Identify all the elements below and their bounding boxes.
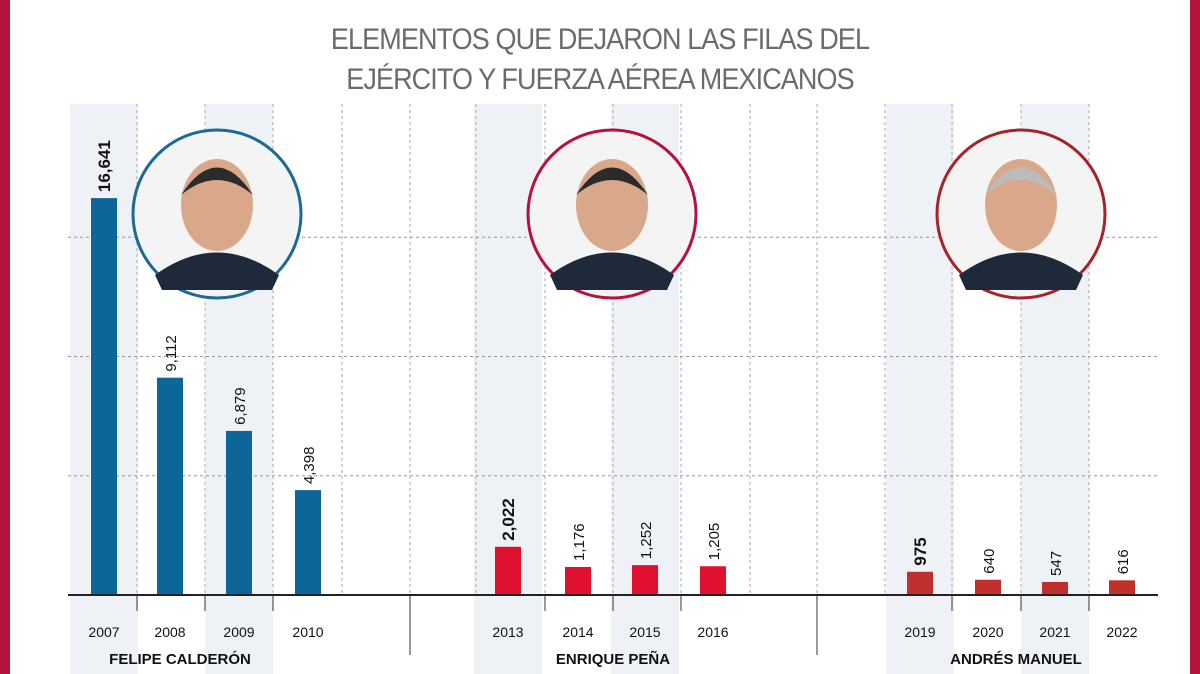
portrait-suit bbox=[959, 252, 1083, 290]
value-label-2009: 6,879 bbox=[232, 387, 249, 425]
bar-2014 bbox=[565, 566, 591, 595]
bar-2022 bbox=[1109, 580, 1135, 595]
bar-2019 bbox=[907, 571, 933, 595]
portrait-suit bbox=[550, 252, 674, 290]
year-label-2014: 2014 bbox=[562, 624, 593, 640]
president-label: ENRIQUE PEÑA bbox=[556, 650, 670, 668]
value-label-2010: 4,398 bbox=[301, 447, 318, 485]
portrait-hair bbox=[985, 167, 1057, 195]
value-label-2020: 640 bbox=[981, 549, 998, 574]
portrait-2 bbox=[526, 128, 698, 300]
bar-2010 bbox=[295, 490, 321, 595]
year-label-2009: 2009 bbox=[223, 624, 254, 640]
year-label-2019: 2019 bbox=[904, 624, 935, 640]
bar-2015 bbox=[632, 565, 658, 595]
value-label-2015: 1,252 bbox=[638, 522, 655, 560]
bar-2009 bbox=[226, 430, 252, 595]
value-label-2019: 975 bbox=[911, 537, 930, 565]
year-label-2016: 2016 bbox=[697, 624, 728, 640]
bar-2016 bbox=[700, 566, 726, 595]
bar-2007 bbox=[91, 198, 117, 595]
year-label-2021: 2021 bbox=[1039, 624, 1070, 640]
bar-2013 bbox=[495, 546, 521, 595]
left-border bbox=[0, 0, 10, 674]
title-line-1: ELEMENTOS QUE DEJARON LAS FILAS DEL bbox=[330, 23, 870, 56]
portrait-suit bbox=[155, 252, 279, 290]
year-label-2007: 2007 bbox=[88, 624, 119, 640]
right-border bbox=[1190, 0, 1200, 674]
value-label-2013: 2,022 bbox=[499, 498, 518, 541]
year-label-2022: 2022 bbox=[1106, 624, 1137, 640]
value-label-2016: 1,205 bbox=[706, 523, 723, 561]
portrait-hair bbox=[181, 167, 253, 195]
year-label-2013: 2013 bbox=[492, 624, 523, 640]
year-label-2008: 2008 bbox=[154, 624, 185, 640]
bar-2020 bbox=[975, 579, 1001, 595]
year-label-2015: 2015 bbox=[629, 624, 660, 640]
portrait-hair bbox=[576, 167, 648, 195]
value-label-2008: 9,112 bbox=[163, 335, 180, 371]
president-label: ANDRÉS MANUEL bbox=[950, 651, 1082, 668]
title-line-2: EJÉRCITO Y FUERZA AÉREA MEXICANOS bbox=[346, 63, 854, 96]
chart-title: ELEMENTOS QUE DEJARON LAS FILAS DEL EJÉR… bbox=[60, 20, 1140, 100]
bar-2021 bbox=[1042, 581, 1068, 595]
bar-2008 bbox=[157, 377, 183, 595]
value-label-2014: 1,176 bbox=[571, 523, 588, 561]
value-label-2007: 16,641 bbox=[95, 140, 114, 192]
year-label-2010: 2010 bbox=[292, 624, 323, 640]
year-label-2020: 2020 bbox=[972, 624, 1003, 640]
president-label: FELIPE CALDERÓN bbox=[109, 650, 251, 668]
value-label-2021: 547 bbox=[1048, 551, 1065, 576]
value-label-2022: 616 bbox=[1115, 549, 1132, 574]
portrait-1 bbox=[131, 128, 303, 300]
portrait-3 bbox=[935, 128, 1107, 300]
